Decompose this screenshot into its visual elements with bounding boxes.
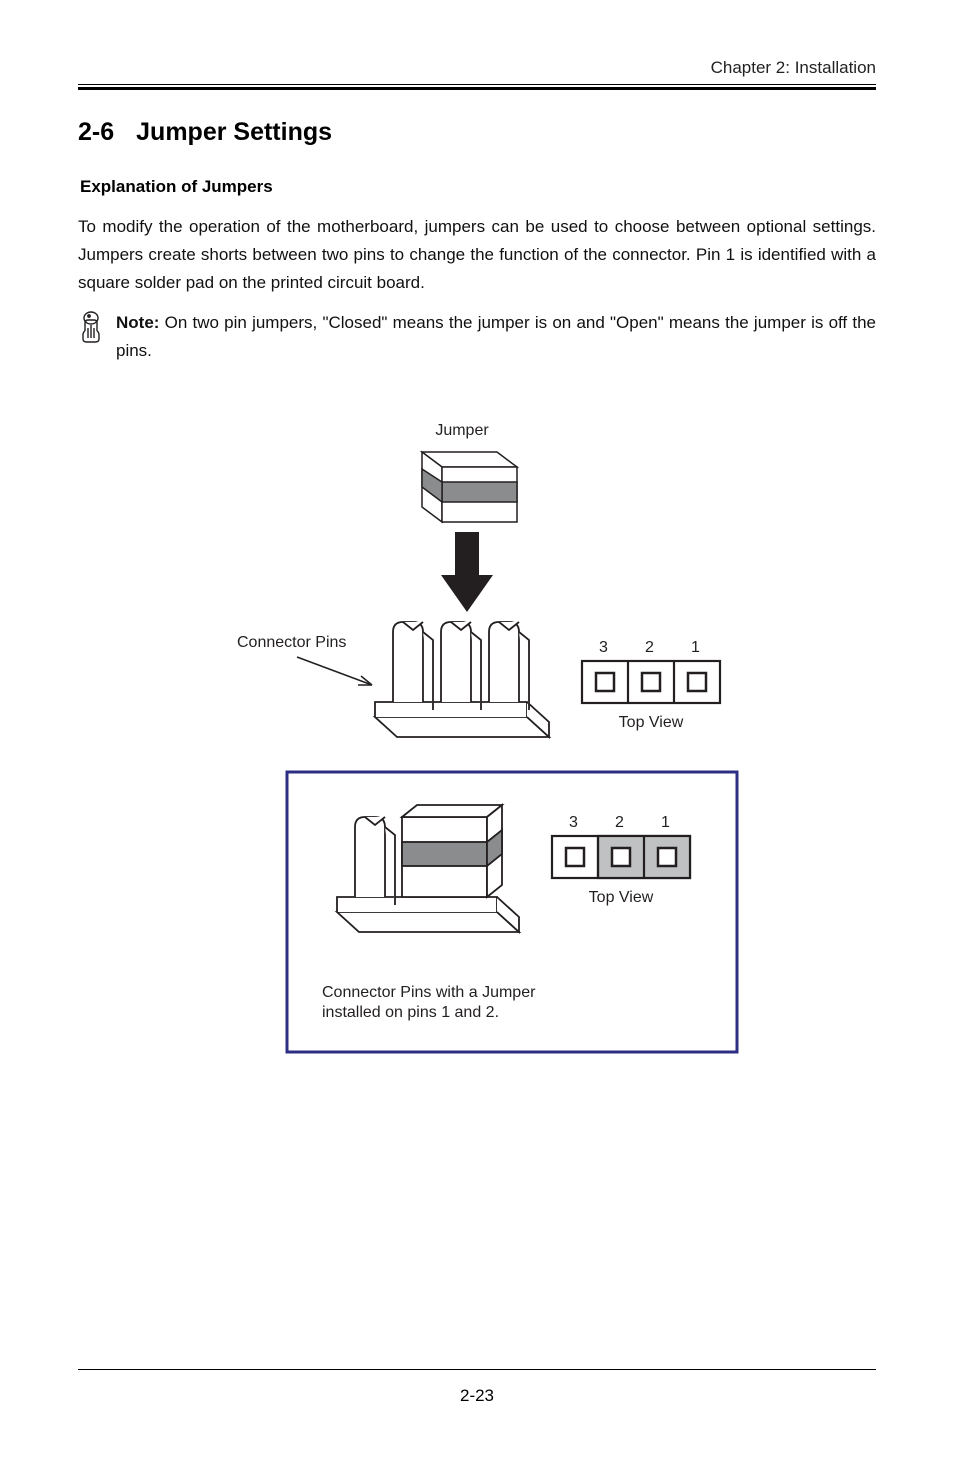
svg-text:2: 2 [645, 639, 654, 656]
connector-iso-closed [337, 805, 519, 932]
note-text: Note: On two pin jumpers, "Closed" means… [116, 309, 876, 365]
jumper-cap-icon [422, 452, 517, 522]
connector-pins-label: Connector Pins [237, 634, 346, 651]
diagram-caption-l2: installed on pins 1 and 2. [322, 1004, 499, 1021]
page-number: 2-23 [460, 1386, 494, 1405]
jumper-label: Jumper [435, 422, 489, 439]
header-rule [78, 87, 876, 90]
note-label: Note: [116, 313, 159, 332]
svg-text:1: 1 [691, 639, 700, 656]
svg-text:3: 3 [569, 814, 578, 831]
top-view-open: 3 2 1 Top View [582, 639, 720, 731]
note-icon [78, 311, 104, 350]
body-paragraph: To modify the operation of the motherboa… [78, 213, 876, 297]
connector-iso-open [375, 622, 549, 737]
svg-text:Top View: Top View [589, 889, 654, 906]
section-heading: 2-6 Jumper Settings [78, 118, 876, 147]
svg-text:1: 1 [661, 814, 670, 831]
svg-text:3: 3 [599, 639, 608, 656]
arrow-down-icon [441, 532, 493, 612]
sub-heading: Explanation of Jumpers [80, 177, 876, 197]
diagram-caption-l1: Connector Pins with a Jumper [322, 984, 536, 1001]
top-view-closed: 3 2 1 Top View [552, 814, 690, 906]
arrow-right-icon [297, 657, 372, 685]
svg-text:Top View: Top View [619, 714, 684, 731]
section-title: Jumper Settings [136, 118, 332, 146]
page-footer: 2-23 [78, 1369, 876, 1406]
svg-text:2: 2 [615, 814, 624, 831]
note-body: On two pin jumpers, "Closed" means the j… [116, 313, 876, 360]
section-number: 2-6 [78, 118, 114, 147]
chapter-label: Chapter 2: Installation [78, 58, 876, 78]
jumper-diagram: Jumper Connector Pins [78, 417, 876, 1077]
